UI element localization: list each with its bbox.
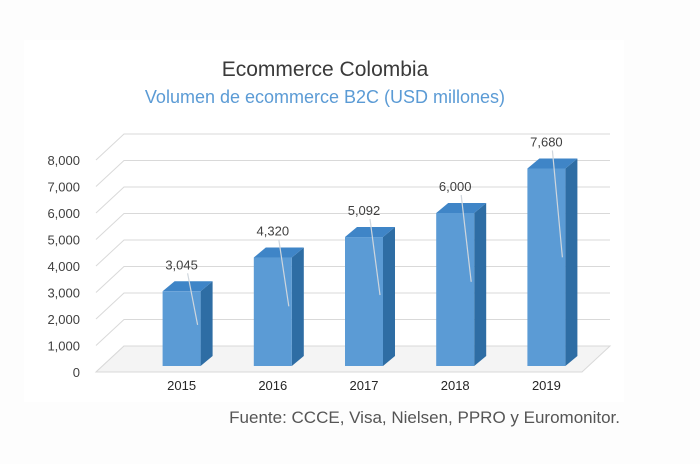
bar-side [565,158,578,366]
bar-top [527,158,578,169]
bar [345,237,383,366]
y-tick-label: 8,000 [47,153,80,168]
x-tick-label: 2016 [258,378,287,393]
y-tick-label: 7,000 [47,180,80,195]
y-tick-label: 0 [73,365,80,380]
bar-top [162,281,213,292]
gridline [95,160,610,187]
y-tick-label: 4,000 [47,259,80,274]
label-leader-line [460,194,472,282]
data-label: 3,045 [165,257,198,272]
bar [436,213,475,366]
chart-background [24,40,624,402]
bar-top [345,227,395,238]
x-tick-label: 2019 [532,378,561,393]
data-label: 6,000 [439,179,472,194]
label-leader-line [187,273,199,326]
bar-side [383,227,395,366]
y-tick-label: 5,000 [47,233,80,248]
label-leader-line [278,239,290,307]
y-tick-label: 2,000 [47,312,80,327]
y-tick-label: 1,000 [47,339,80,354]
gridline [95,186,610,214]
data-label: 4,320 [257,224,290,239]
label-leader-line [551,150,563,258]
bar [253,257,292,366]
gridline [95,133,610,161]
x-tick-label: 2018 [441,378,470,393]
bar-side [474,203,487,366]
y-tick-label: 6,000 [47,206,80,221]
bar-top [436,203,487,213]
label-leader-line [369,218,381,296]
y-tick-label: 3,000 [47,286,80,301]
chart-title: Ecommerce Colombia [221,58,429,81]
x-tick-label: 2015 [167,378,196,393]
bar [162,291,201,366]
x-tick-label: 2017 [350,378,379,393]
bar-top [253,247,304,258]
bar [527,168,566,366]
chart-subtitle: Volumen de ecommerce B2C (USD millones) [144,87,506,107]
source-note: Fuente: CCCE, Visa, Nielsen, PPRO y Euro… [229,408,620,427]
bar-side [200,281,213,366]
data-label: 7,680 [530,134,563,149]
bar-side [291,247,304,366]
data-label: 5,092 [348,203,381,218]
